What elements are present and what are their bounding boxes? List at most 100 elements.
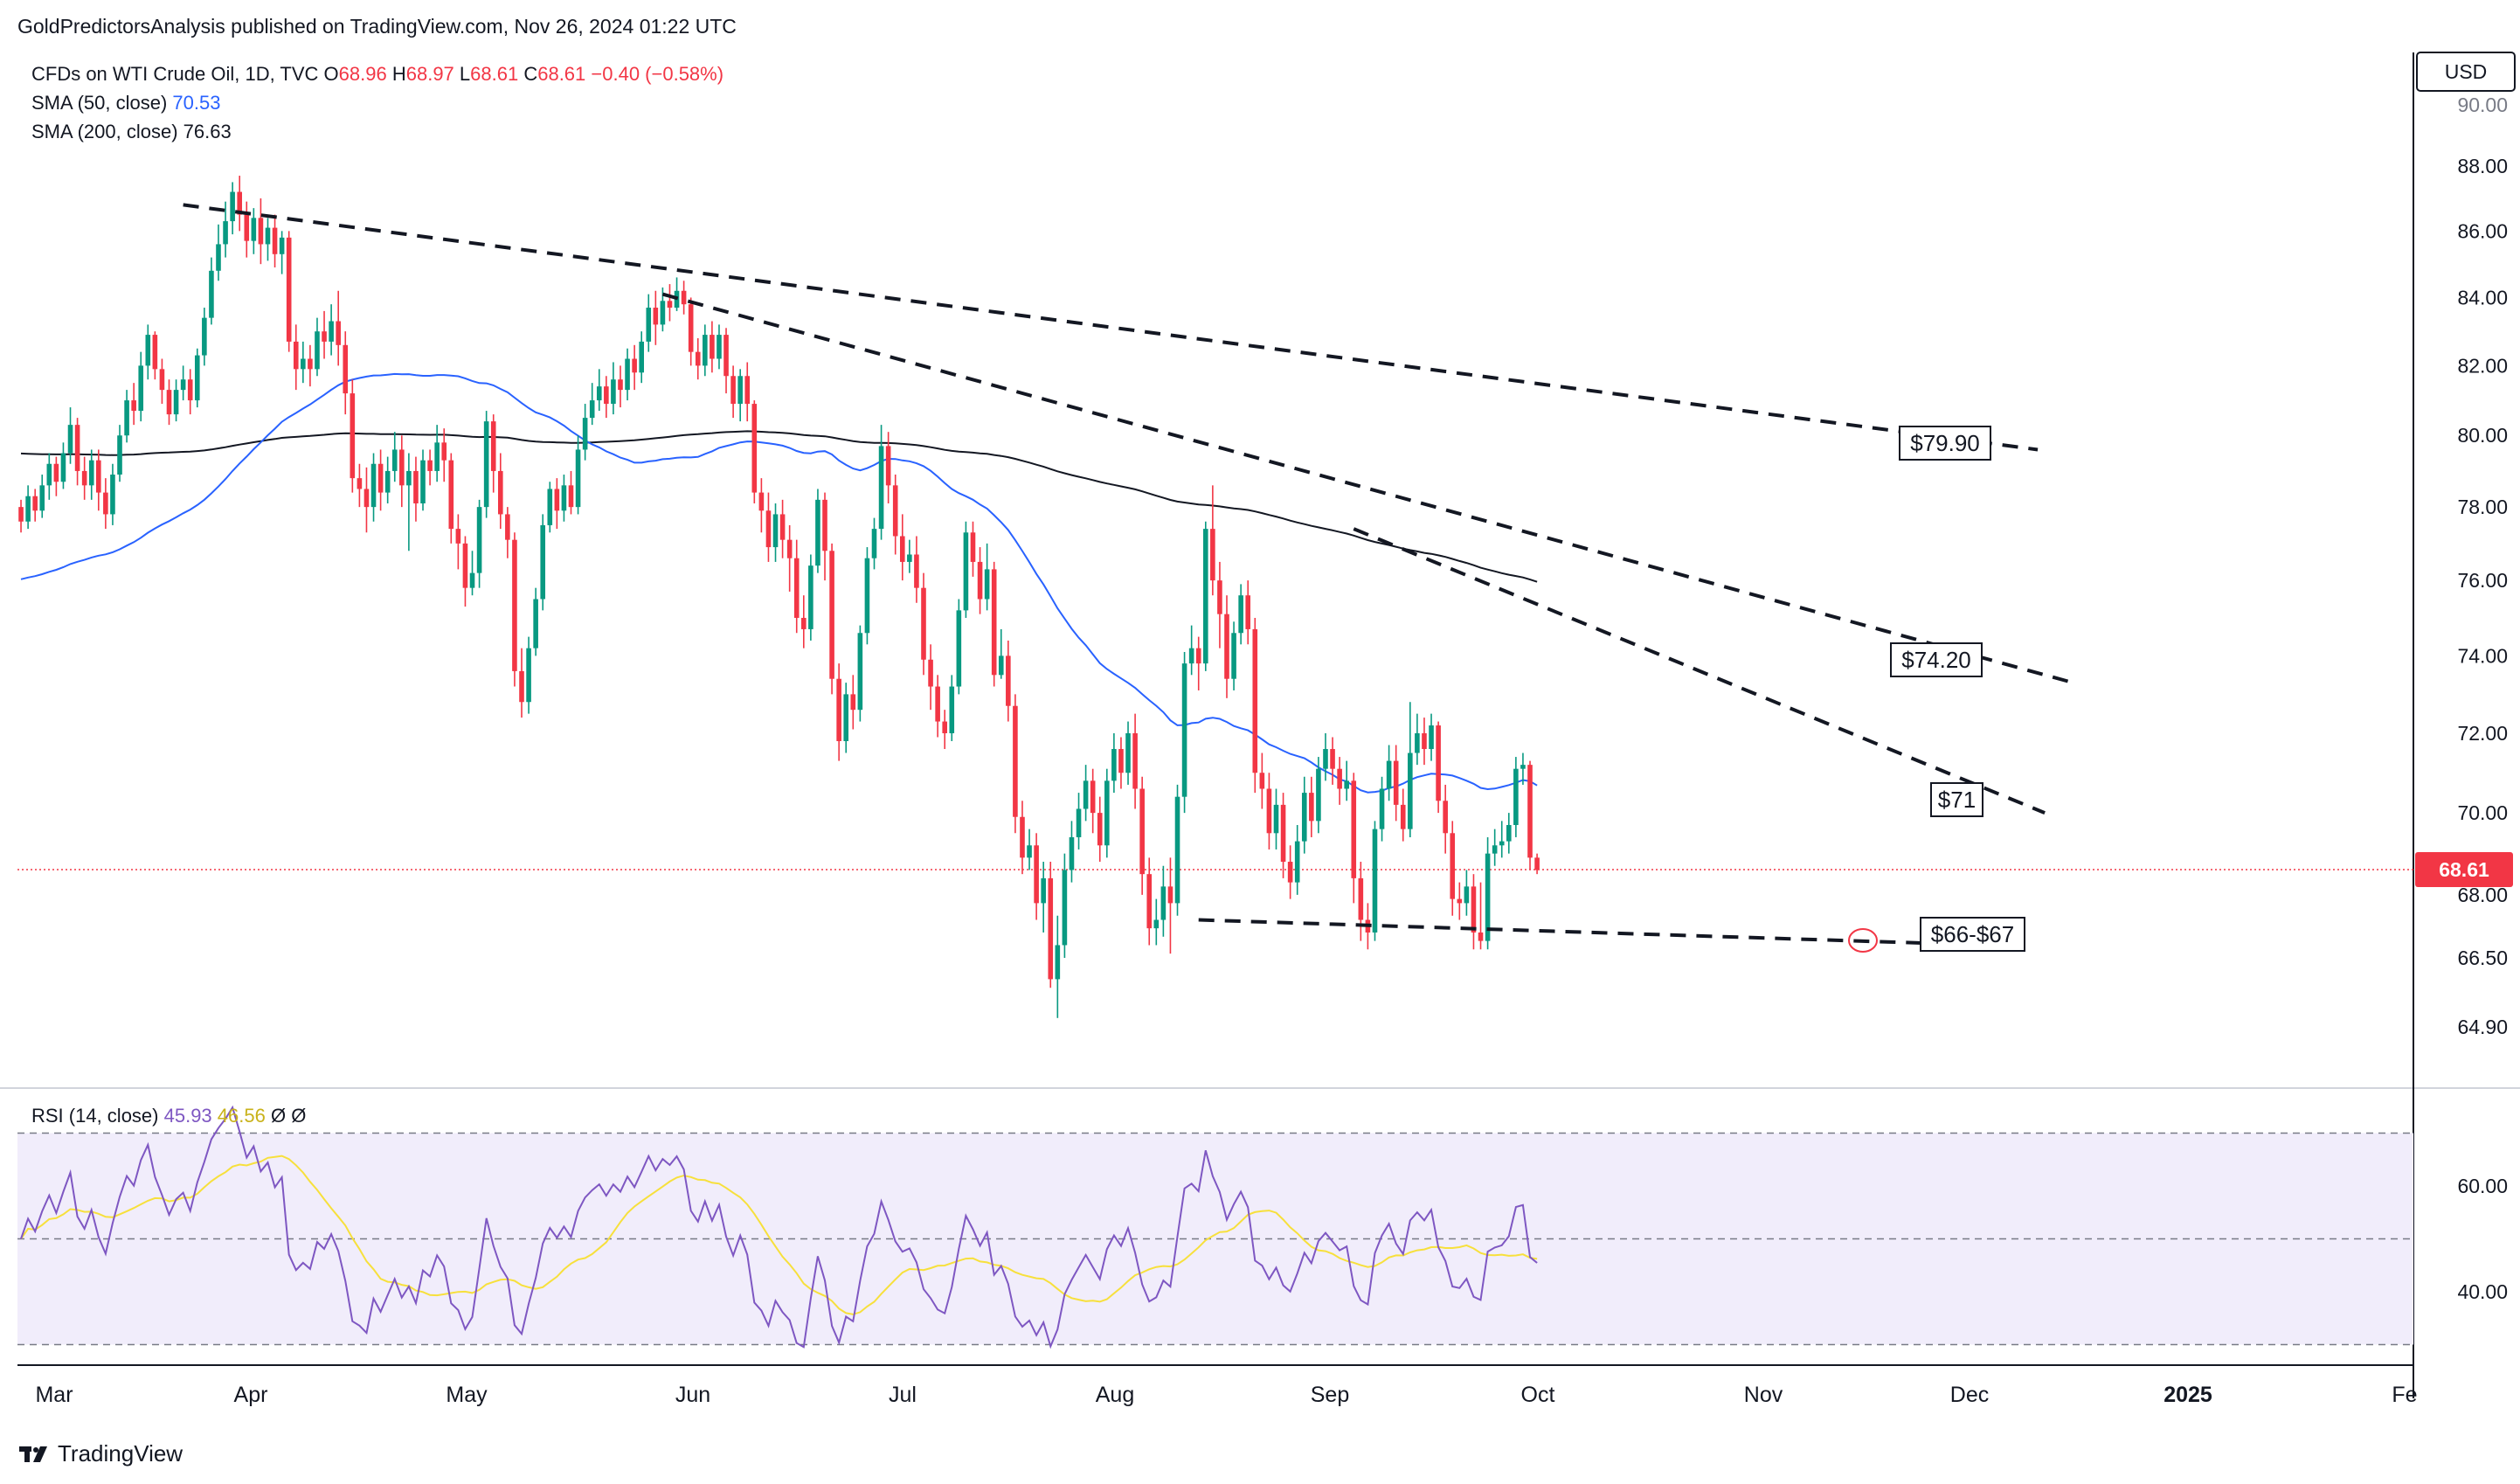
- rsi-tick-label: 40.00: [2457, 1280, 2508, 1303]
- candle-body: [1471, 886, 1477, 933]
- candle-body: [237, 191, 243, 215]
- candle-body: [765, 510, 772, 548]
- candle: [39, 475, 45, 518]
- candle-body: [618, 379, 623, 391]
- candle-body: [384, 470, 391, 493]
- candle: [110, 463, 115, 525]
- candle-body: [730, 376, 736, 405]
- candle: [914, 536, 919, 603]
- candle: [81, 456, 87, 500]
- candle: [1301, 776, 1307, 854]
- candle-body: [1055, 945, 1061, 980]
- candle-body: [1020, 816, 1025, 858]
- candle-body: [1513, 768, 1519, 825]
- candle: [596, 369, 602, 412]
- candle: [1287, 845, 1293, 899]
- candle: [625, 348, 630, 401]
- candle: [1034, 833, 1039, 920]
- candle: [1492, 829, 1498, 866]
- candle-body: [864, 558, 870, 634]
- candle: [871, 517, 877, 570]
- candle-body: [1415, 733, 1420, 753]
- candle-body: [596, 386, 602, 401]
- candle-body: [1429, 725, 1434, 750]
- candle-body: [202, 317, 207, 356]
- candle: [1195, 636, 1201, 690]
- price-annotation-box: [1890, 642, 1983, 677]
- candle-body: [1104, 780, 1110, 846]
- candle-body: [286, 237, 292, 342]
- candle: [1330, 737, 1335, 785]
- candle-body: [166, 390, 172, 415]
- candle: [540, 514, 546, 611]
- current-price-label: 68.61: [2439, 858, 2489, 881]
- candle: [286, 231, 292, 352]
- candle-body: [984, 569, 990, 600]
- legend-value: L: [460, 63, 470, 85]
- candle-body: [1118, 749, 1124, 773]
- candle-body: [152, 335, 158, 370]
- sma50-value: 70.53: [172, 92, 220, 114]
- candle: [194, 348, 200, 408]
- candle: [751, 400, 758, 503]
- candle-body: [1231, 633, 1236, 679]
- candle: [899, 514, 905, 581]
- candle: [1111, 733, 1117, 794]
- rsi-line: [20, 1105, 1538, 1349]
- price-tick-label: 68.00: [2457, 884, 2508, 906]
- candle: [1443, 784, 1448, 854]
- currency-button[interactable]: [2416, 52, 2516, 92]
- candle-body: [1478, 932, 1484, 941]
- candle: [1464, 870, 1470, 916]
- candle-body: [681, 290, 687, 305]
- candle: [455, 514, 461, 570]
- price-axis: USD 90.00 88.00 86.00 84.00 82.00 80.00 78.00 76…: [2416, 52, 2516, 1038]
- sma200-line: [20, 430, 1538, 583]
- candle: [1386, 745, 1392, 801]
- candle-body: [582, 418, 588, 450]
- candle: [970, 521, 976, 577]
- candle-body: [1379, 788, 1385, 829]
- candle-body: [1309, 793, 1314, 822]
- candle-body: [1160, 886, 1167, 920]
- candle-body: [25, 496, 31, 522]
- candle-body: [1316, 768, 1321, 822]
- candle-body: [914, 554, 919, 588]
- rsi-tick-label: 60.00: [2457, 1175, 2508, 1197]
- candle: [145, 324, 151, 380]
- candle: [336, 290, 341, 366]
- candle-body: [216, 244, 221, 271]
- candle-body: [547, 489, 553, 525]
- candle-body: [336, 321, 341, 345]
- candle: [688, 297, 694, 366]
- candle-body: [575, 449, 581, 508]
- candle: [561, 475, 567, 522]
- candle-body: [1238, 595, 1243, 634]
- candle: [604, 376, 609, 419]
- rsi-legend-value: Ø: [271, 1105, 291, 1127]
- candle: [1252, 617, 1258, 794]
- candle-body: [632, 358, 637, 373]
- candle-body: [1188, 648, 1194, 664]
- candle: [1167, 857, 1173, 954]
- candle-body: [717, 335, 722, 359]
- price-tick-label: 78.00: [2457, 496, 2508, 518]
- candle: [1055, 915, 1061, 1018]
- candle: [315, 317, 320, 377]
- candle-body: [110, 475, 115, 515]
- candle: [462, 536, 468, 607]
- candle: [1020, 801, 1025, 875]
- candle-body: [413, 470, 419, 503]
- price-tick-label: 80.00: [2457, 424, 2508, 447]
- candle-body: [1006, 655, 1011, 706]
- sma50-line: [20, 372, 1538, 794]
- candle: [1266, 773, 1272, 849]
- candle: [1188, 625, 1194, 676]
- candle-body: [1174, 796, 1180, 904]
- current-price-tag: [2415, 851, 2513, 887]
- candle-body: [857, 633, 863, 711]
- legend: CFDs on WTI Crude Oil, 1D, TVC O68.96 H6…: [31, 63, 723, 142]
- candle: [843, 683, 849, 753]
- candle: [1506, 813, 1512, 854]
